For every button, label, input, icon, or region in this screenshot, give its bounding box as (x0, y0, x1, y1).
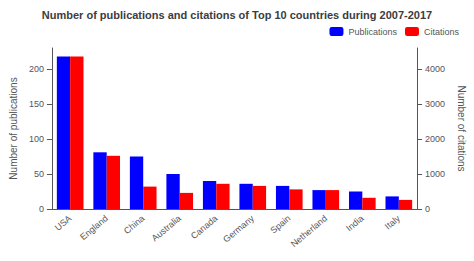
svg-text:Number of publications and cit: Number of publications and citations of … (42, 9, 432, 21)
svg-text:2000: 2000 (425, 134, 445, 144)
svg-text:50: 50 (34, 169, 44, 179)
svg-text:Number of publications: Number of publications (8, 77, 19, 179)
svg-text:100: 100 (29, 134, 44, 144)
svg-text:England: England (78, 213, 110, 242)
svg-text:1000: 1000 (425, 169, 445, 179)
svg-text:Germany: Germany (221, 213, 256, 245)
svg-text:Italy: Italy (383, 213, 402, 232)
svg-text:0: 0 (39, 204, 44, 214)
svg-text:Netherland: Netherland (289, 213, 329, 249)
svg-text:4000: 4000 (425, 64, 445, 74)
svg-text:Citations: Citations (424, 27, 460, 37)
svg-text:150: 150 (29, 99, 44, 109)
svg-text:Publications: Publications (348, 27, 397, 37)
svg-text:China: China (122, 213, 146, 236)
svg-text:200: 200 (29, 64, 44, 74)
svg-text:USA: USA (53, 213, 74, 233)
svg-text:Number of citations: Number of citations (456, 85, 467, 171)
svg-text:0: 0 (425, 204, 430, 214)
svg-text:Canada: Canada (189, 213, 220, 241)
svg-text:Spain: Spain (268, 213, 292, 235)
svg-text:3000: 3000 (425, 99, 445, 109)
svg-text:India: India (344, 213, 365, 233)
svg-text:Australia: Australia (150, 213, 183, 243)
